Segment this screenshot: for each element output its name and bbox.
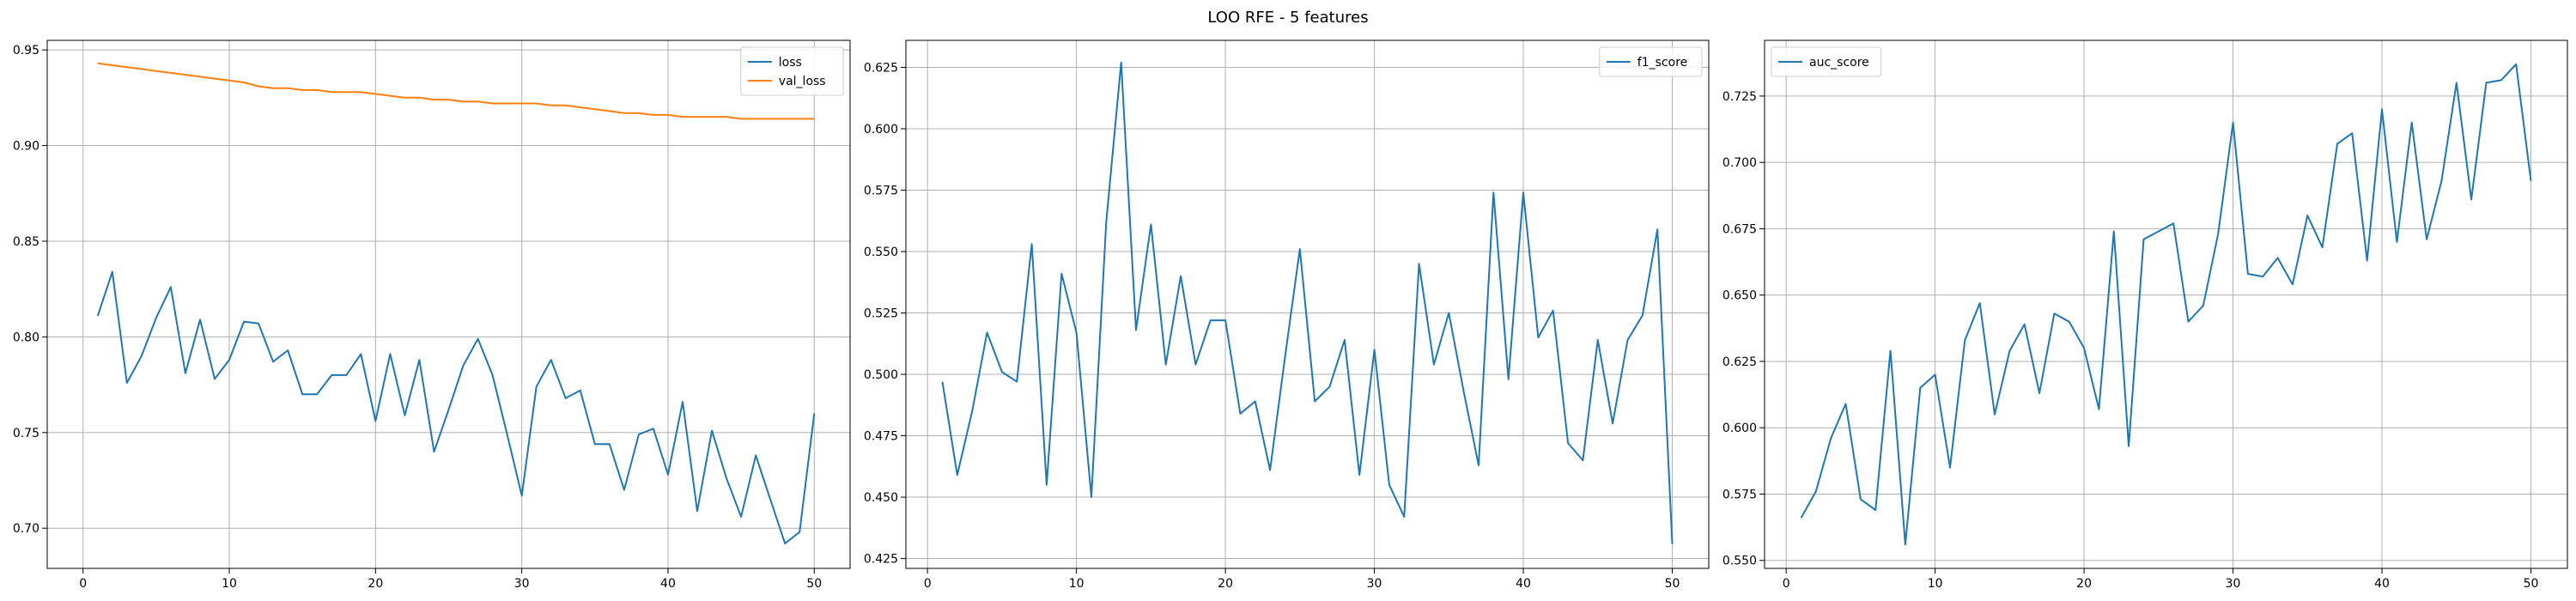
y-tick-label: 0.575 bbox=[864, 184, 898, 197]
legend-label: f1_score bbox=[1637, 56, 1687, 70]
y-tick-label: 0.600 bbox=[864, 123, 898, 137]
y-tick-label: 0.550 bbox=[864, 246, 898, 259]
y-tick-label: 0.700 bbox=[1722, 156, 1757, 170]
y-tick-label: 0.425 bbox=[864, 553, 898, 567]
x-tick-label: 10 bbox=[1928, 577, 1943, 591]
y-tick-label: 0.70 bbox=[13, 522, 39, 536]
y-tick-label: 0.75 bbox=[13, 427, 39, 440]
y-tick-label: 0.95 bbox=[13, 44, 39, 58]
x-tick-label: 30 bbox=[514, 577, 530, 591]
plot-frame bbox=[905, 39, 1710, 569]
y-tick-label: 0.625 bbox=[1722, 355, 1757, 369]
series-line-f1-score bbox=[941, 61, 1674, 544]
x-tick-label: 10 bbox=[222, 577, 237, 591]
x-tick-label: 50 bbox=[806, 577, 822, 591]
y-tick-label: 0.675 bbox=[1722, 222, 1757, 236]
series-line-auc-score bbox=[1800, 63, 2532, 546]
y-tick-label: 0.650 bbox=[1722, 289, 1757, 303]
x-tick-label: 10 bbox=[1069, 577, 1084, 591]
y-tick-label: 0.90 bbox=[13, 140, 39, 154]
x-tick-label: 0 bbox=[924, 577, 932, 591]
x-tick-label: 30 bbox=[1367, 577, 1382, 591]
f1-score-chart-panel: 0 10 20 30 40 50 0.425 0.450 0.475 0.500 0.525 0.55… bbox=[864, 39, 1710, 591]
figure-title: LOO RFE - 5 features bbox=[1207, 9, 1369, 27]
y-tick-label: 0.85 bbox=[13, 235, 39, 249]
legend: loss val_loss bbox=[740, 46, 844, 96]
legend-box bbox=[1771, 46, 1882, 77]
series-line-val-loss bbox=[97, 62, 815, 120]
y-tick-label: 0.625 bbox=[864, 61, 898, 75]
y-tick-label: 0.500 bbox=[864, 368, 898, 382]
x-tick-label: 50 bbox=[2524, 577, 2539, 591]
x-tick-label: 40 bbox=[1516, 577, 1531, 591]
legend-label: auc_score bbox=[1809, 56, 1869, 70]
x-tick-label: 20 bbox=[1218, 577, 1233, 591]
x-tick-label: 20 bbox=[368, 577, 383, 591]
legend-label: val_loss bbox=[779, 75, 826, 88]
legend: auc_score bbox=[1771, 46, 1882, 77]
legend-label: loss bbox=[779, 56, 802, 70]
plot-frame bbox=[1764, 39, 2568, 569]
y-tick-label: 0.575 bbox=[1722, 488, 1757, 501]
x-tick-label: 30 bbox=[2226, 577, 2241, 591]
plot-frame bbox=[46, 39, 851, 569]
x-tick-label: 20 bbox=[2076, 577, 2092, 591]
legend-box bbox=[1599, 46, 1703, 77]
x-tick-label: 50 bbox=[1665, 577, 1680, 591]
y-tick-label: 0.475 bbox=[864, 430, 898, 444]
y-tick-label: 0.80 bbox=[13, 331, 39, 344]
y-tick-label: 0.725 bbox=[1722, 90, 1757, 104]
legend-box bbox=[740, 46, 844, 96]
y-tick-label: 0.600 bbox=[1722, 422, 1757, 435]
y-tick-label: 0.450 bbox=[864, 491, 898, 505]
x-tick-label: 40 bbox=[660, 577, 676, 591]
auc-score-chart-panel: 0 10 20 30 40 50 0.550 0.575 0.600 0.625 0.650 0.67… bbox=[1722, 39, 2568, 591]
y-tick-label: 0.550 bbox=[1722, 555, 1757, 568]
y-tick-label: 0.525 bbox=[864, 307, 898, 321]
series-line-loss bbox=[96, 270, 816, 544]
x-tick-label: 0 bbox=[1783, 577, 1790, 591]
loss-chart-panel: 0 10 20 30 40 50 0.70 0.75 0.80 0.85 0.90 0.95 loss v… bbox=[13, 39, 851, 591]
x-tick-label: 40 bbox=[2374, 577, 2390, 591]
legend: f1_score bbox=[1599, 46, 1703, 77]
x-tick-label: 0 bbox=[79, 577, 87, 591]
